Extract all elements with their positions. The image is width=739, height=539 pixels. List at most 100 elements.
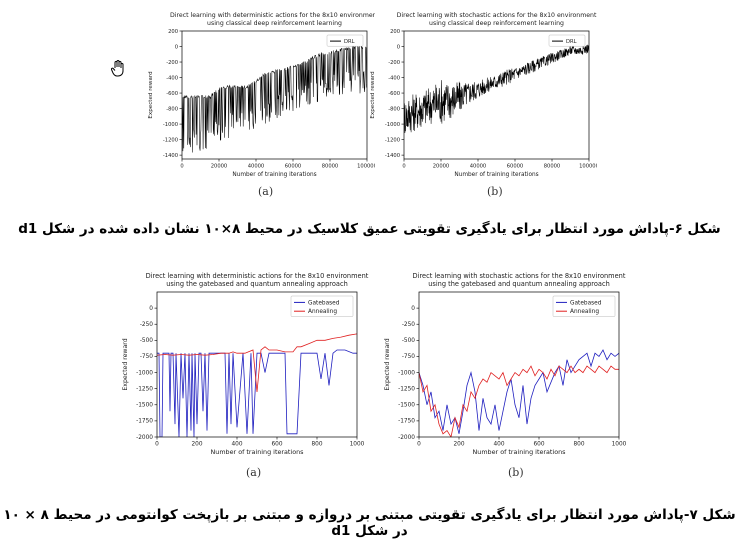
- y-tick-label: 0: [397, 44, 400, 50]
- x-tick-label: 0: [180, 164, 183, 170]
- y-tick-label: -1400: [385, 153, 400, 159]
- y-tick-label: -1400: [163, 153, 178, 159]
- chart-subtitle: using the gatebased and quantum annealin…: [428, 280, 610, 288]
- legend-label: Gatebased: [308, 300, 340, 306]
- y-tick-label: -1000: [136, 370, 153, 376]
- x-axis-label: Number of training iterations: [454, 172, 538, 178]
- fig7a-label: (a): [246, 466, 262, 479]
- figure7-caption: شکل ۷-پاداش مورد انتظار برای یادگیری تقو…: [3, 507, 736, 539]
- x-tick-label: 60000: [285, 164, 302, 170]
- fig6a-label: (a): [258, 185, 274, 198]
- y-axis-label: Expected reward: [370, 71, 376, 119]
- figure6-caption: شکل ۶-پاداش مورد انتظار برای یادگیری تقو…: [18, 221, 721, 237]
- chart-fig7b: Direct learning with stochastic actions …: [384, 272, 627, 456]
- series-line-annealing: [419, 365, 619, 437]
- y-tick-label: -750: [140, 354, 153, 360]
- y-tick-label: 0: [175, 44, 178, 50]
- x-tick-label: 1000: [350, 442, 365, 448]
- y-tick-label: -1000: [163, 122, 178, 128]
- x-tick-label: 400: [231, 442, 242, 448]
- y-tick-label: -1250: [136, 386, 153, 392]
- x-tick-label: 100000: [579, 164, 597, 170]
- y-tick-label: -1750: [398, 419, 415, 425]
- x-tick-label: 40000: [248, 164, 265, 170]
- x-tick-label: 0: [417, 442, 421, 448]
- x-tick-label: 600: [533, 442, 544, 448]
- x-axis-label: Number of training iterations: [210, 448, 304, 456]
- plot-area: [419, 349, 619, 437]
- chart-fig6a: Direct learning with deterministic actio…: [148, 12, 375, 178]
- y-tick-label: -1250: [398, 386, 415, 392]
- y-tick-label: -1000: [398, 370, 415, 376]
- y-tick-label: 0: [411, 306, 415, 312]
- x-axis-label: Number of training iterations: [472, 448, 566, 456]
- plot-area: [182, 44, 367, 153]
- y-tick-label: -500: [140, 338, 153, 344]
- y-tick-label: -500: [402, 338, 415, 344]
- y-tick-label: -800: [388, 106, 400, 112]
- x-tick-label: 0: [402, 164, 405, 170]
- x-tick-label: 60000: [507, 164, 524, 170]
- plot-area: [157, 333, 357, 437]
- series-line-drl: [182, 44, 367, 153]
- chart-title: Direct learning with stochastic actions …: [397, 12, 597, 19]
- y-tick-label: -1500: [136, 403, 153, 409]
- y-axis-label: Expected reward: [122, 338, 129, 390]
- y-tick-label: 0: [149, 306, 153, 312]
- series-line-annealing: [157, 333, 357, 392]
- y-tick-label: -250: [140, 322, 153, 328]
- fig6b-label: (b): [487, 185, 503, 198]
- legend-label: DRL: [566, 39, 577, 45]
- plot-area: [404, 44, 589, 134]
- plot-frame: [403, 30, 590, 160]
- y-tick-label: -600: [166, 91, 178, 97]
- x-tick-label: 100000: [357, 164, 375, 170]
- y-axis-label: Expected reward: [148, 71, 154, 119]
- y-tick-label: -2000: [398, 435, 415, 441]
- chart-title: Direct learning with stochastic actions …: [413, 272, 626, 280]
- x-tick-label: 800: [573, 442, 584, 448]
- y-tick-label: 200: [390, 29, 400, 35]
- y-tick-label: -200: [166, 60, 178, 66]
- y-tick-label: -750: [402, 354, 415, 360]
- chart-subtitle: using classical deep reinforcement learn…: [207, 20, 342, 27]
- y-axis-label: Expected reward: [384, 338, 391, 390]
- legend: Gatebased Annealing: [290, 295, 354, 317]
- y-tick-label: 200: [168, 29, 178, 35]
- x-tick-label: 1000: [612, 442, 627, 448]
- chart-fig6b: Direct learning with stochastic actions …: [370, 12, 597, 178]
- y-tick-label: -1750: [136, 419, 153, 425]
- y-tick-label: -250: [402, 322, 415, 328]
- x-tick-label: 0: [155, 442, 159, 448]
- plot-frame: [418, 291, 620, 438]
- y-tick-label: -2000: [136, 435, 153, 441]
- y-tick-label: -800: [166, 106, 178, 112]
- legend-label: Annealing: [308, 309, 337, 315]
- chart-subtitle: using the gatebased and quantum annealin…: [166, 280, 348, 288]
- chart-title: Direct learning with deterministic actio…: [170, 12, 375, 19]
- y-tick-label: -600: [388, 91, 400, 97]
- y-tick-label: -200: [388, 60, 400, 66]
- x-tick-label: 400: [493, 442, 504, 448]
- legend-label: DRL: [344, 39, 355, 45]
- x-tick-label: 80000: [322, 164, 339, 170]
- y-tick-label: -1200: [163, 137, 178, 143]
- chart-title: Direct learning with deterministic actio…: [146, 272, 369, 280]
- x-tick-label: 20000: [211, 164, 228, 170]
- chart-subtitle: using classical deep reinforcement learn…: [429, 20, 564, 27]
- x-tick-label: 40000: [470, 164, 487, 170]
- legend: DRL: [548, 34, 586, 47]
- x-tick-label: 20000: [433, 164, 450, 170]
- x-tick-label: 200: [453, 442, 464, 448]
- x-tick-label: 600: [271, 442, 282, 448]
- legend: DRL: [326, 34, 364, 47]
- plot-frame: [156, 291, 358, 438]
- y-tick-label: -400: [388, 75, 400, 81]
- plot-frame: [181, 30, 368, 160]
- series-line-gatebased: [419, 349, 619, 434]
- legend-label: Gatebased: [570, 300, 602, 306]
- y-tick-label: -1500: [398, 403, 415, 409]
- series-line-drl: [404, 44, 589, 134]
- y-tick-label: -400: [166, 75, 178, 81]
- x-axis-label: Number of training iterations: [232, 172, 316, 178]
